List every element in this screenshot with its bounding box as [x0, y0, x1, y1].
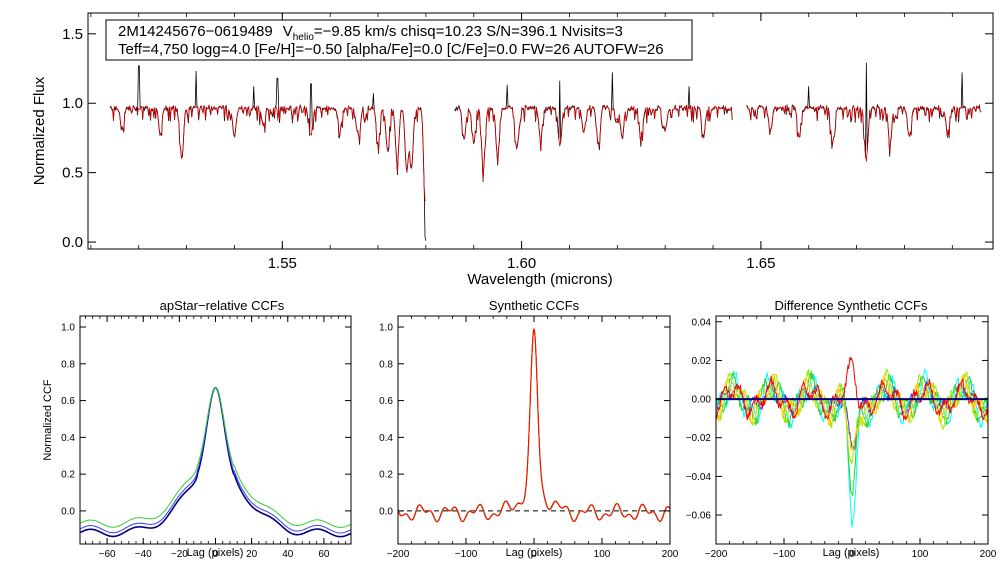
- difference-ccf-title: Difference Synthetic CCFs: [775, 298, 928, 313]
- apstar-ccf-y-axis-label: Normalized CCF: [42, 379, 54, 461]
- observed-spectrum-chip-2: [454, 72, 733, 183]
- x-tick-label: −200: [387, 549, 410, 560]
- y-tick-label: 0.00: [692, 395, 712, 406]
- synthetic-ccf-line-7: [397, 328, 671, 523]
- x-tick-label: 0: [213, 549, 219, 560]
- info-line-1-rest: =−9.85 km/s chisq=10.23 S/N=396.1 Nvisit…: [314, 23, 623, 40]
- x-tick-label: −20: [171, 549, 188, 560]
- x-tick-label: 0: [849, 549, 855, 560]
- x-tick-label: 40: [282, 549, 294, 560]
- apstar-ccf-line-2: [79, 387, 352, 534]
- info-line-2: Teff=4,750 logg=4.0 [Fe/H]=−0.50 [alpha/…: [118, 41, 664, 58]
- apstar-ccf-panel: apStar−relative CCFs −60 −40 −20 0 20 40 60 0.0…: [42, 298, 352, 560]
- difference-ccf-line-1: [715, 380, 989, 451]
- apstar-ccf-line-1: [79, 386, 352, 538]
- synthetic-ccf-x-axis-label: Lag (pixels): [506, 547, 563, 559]
- y-tick-label: 0.6: [379, 396, 393, 407]
- x-tick-label: −60: [99, 549, 116, 560]
- y-tick-label: 0.2: [61, 470, 75, 481]
- y-tick-label: −0.06: [686, 511, 712, 522]
- synthetic-ccf-frame: [397, 315, 671, 545]
- y-tick-label: 0.4: [61, 433, 75, 444]
- y-tick-label: 0.0: [61, 506, 75, 517]
- synthetic-ccf-line-2: [397, 328, 671, 523]
- x-tick-label: 60: [318, 549, 330, 560]
- model-spectrum-chip-2: [454, 105, 733, 181]
- difference-ccf-line-5: [715, 373, 989, 452]
- synthetic-ccf-line-3: [397, 328, 671, 523]
- x-tick-label: 1.60: [507, 255, 536, 272]
- observed-spectrum-chip-3: [746, 62, 982, 158]
- x-tick-label: −100: [455, 549, 478, 560]
- x-tick-label: 1.65: [746, 255, 775, 272]
- info-v-label: V: [283, 23, 293, 40]
- apstar-ccf-frame: [79, 315, 352, 545]
- difference-ccf-frame: [715, 315, 989, 545]
- y-tick-label: 0.6: [61, 396, 75, 407]
- y-tick-label: −0.04: [686, 472, 712, 483]
- synthetic-ccf-line-5: [397, 328, 671, 523]
- difference-ccf-line-3: [715, 370, 989, 497]
- info-box: [105, 19, 693, 61]
- y-tick-label: 0.8: [379, 359, 393, 370]
- y-tick-label: 1.5: [62, 26, 83, 43]
- info-line-1: 2M14245676−0619489 Vhelio=−9.85 km/s chis…: [118, 23, 623, 43]
- y-tick-label: 0.02: [692, 356, 712, 367]
- synthetic-ccf-panel: Synthetic CCFs −200 −100 0 100 200 0.0 0.2 0.4 0…: [379, 298, 679, 560]
- difference-ccf-line-6: [715, 356, 989, 421]
- difference-ccf-plot-area: [715, 356, 989, 528]
- apstar-ccf-title: apStar−relative CCFs: [160, 298, 285, 313]
- synthetic-ccf-line-6: [397, 328, 671, 523]
- model-spectrum-chip-1: [109, 105, 426, 201]
- spectrum-x-axis-label: Wavelength (microns): [467, 271, 612, 288]
- x-tick-label: 200: [980, 549, 997, 560]
- synthetic-ccf-line-1: [397, 328, 671, 523]
- difference-ccf-panel: Difference Synthetic CCFs −200 −100 0 100 20…: [686, 298, 997, 560]
- y-tick-label: 0.4: [379, 433, 393, 444]
- x-tick-label: −100: [773, 549, 796, 560]
- spectrum-plot-area: [109, 62, 982, 241]
- x-tick-label: 100: [912, 549, 929, 560]
- apstar-ccf-plot-area: [79, 386, 352, 538]
- model-spectrum-chip-3: [746, 105, 982, 162]
- spectrum-frame: [87, 12, 994, 250]
- y-tick-label: 0.2: [379, 470, 393, 481]
- y-tick-label: 0.5: [62, 165, 83, 182]
- difference-ccf-line-4: [715, 368, 989, 465]
- x-tick-label: 0: [531, 549, 537, 560]
- difference-ccf-x-axis-label: Lag (pixels): [823, 547, 880, 559]
- info-v-subscript: helio: [293, 32, 315, 43]
- y-tick-label: 1.0: [379, 323, 393, 334]
- difference-ccf-ticks: −200 −100 0 100 200 −0.06 −0.04 −0.02 0.00 0.02 0.…: [686, 316, 997, 560]
- y-tick-label: 0.04: [692, 317, 712, 328]
- spectrum-panel: 1.55 1.60 1.65 0.0 0.5 1.0 1.5 Wavelength (mic…: [31, 12, 994, 288]
- observed-spectrum-chip-1: [109, 65, 427, 241]
- synthetic-ccf-ticks: −200 −100 0 100 200 0.0 0.2 0.4 0.6 0.8 1.0: [379, 316, 679, 560]
- y-tick-label: −0.02: [686, 433, 712, 444]
- apstar-ccf-line-3: [79, 387, 352, 528]
- y-tick-label: 0.0: [62, 234, 83, 251]
- y-tick-label: 1.0: [62, 95, 83, 112]
- x-tick-label: −40: [135, 549, 152, 560]
- synthetic-ccf-line-4: [397, 328, 671, 523]
- synthetic-ccf-line-8: [397, 328, 671, 523]
- x-tick-label: −200: [705, 549, 728, 560]
- x-tick-label: 200: [662, 549, 679, 560]
- spectrum-y-axis-label: Normalized Flux: [31, 76, 48, 185]
- synthetic-ccf-title: Synthetic CCFs: [489, 298, 580, 313]
- y-tick-label: 1.0: [61, 323, 75, 334]
- x-tick-label: 20: [246, 549, 258, 560]
- x-tick-label: 100: [594, 549, 611, 560]
- apstar-ccf-x-axis-label: Lag (pixels): [187, 547, 244, 559]
- info-object-id: 2M14245676−0619489: [118, 23, 273, 40]
- y-tick-label: 0.8: [61, 359, 75, 370]
- spectrum-ticks: 1.55 1.60 1.65 0.0 0.5 1.0 1.5: [62, 13, 993, 272]
- apstar-ccf-ticks: −60 −40 −20 0 20 40 60 0.0 0.2 0.4 0.6 0.8 1.0: [61, 316, 351, 560]
- y-tick-label: 0.0: [379, 506, 393, 517]
- synthetic-ccf-plot-area: [397, 328, 671, 523]
- x-tick-label: 1.55: [268, 255, 297, 272]
